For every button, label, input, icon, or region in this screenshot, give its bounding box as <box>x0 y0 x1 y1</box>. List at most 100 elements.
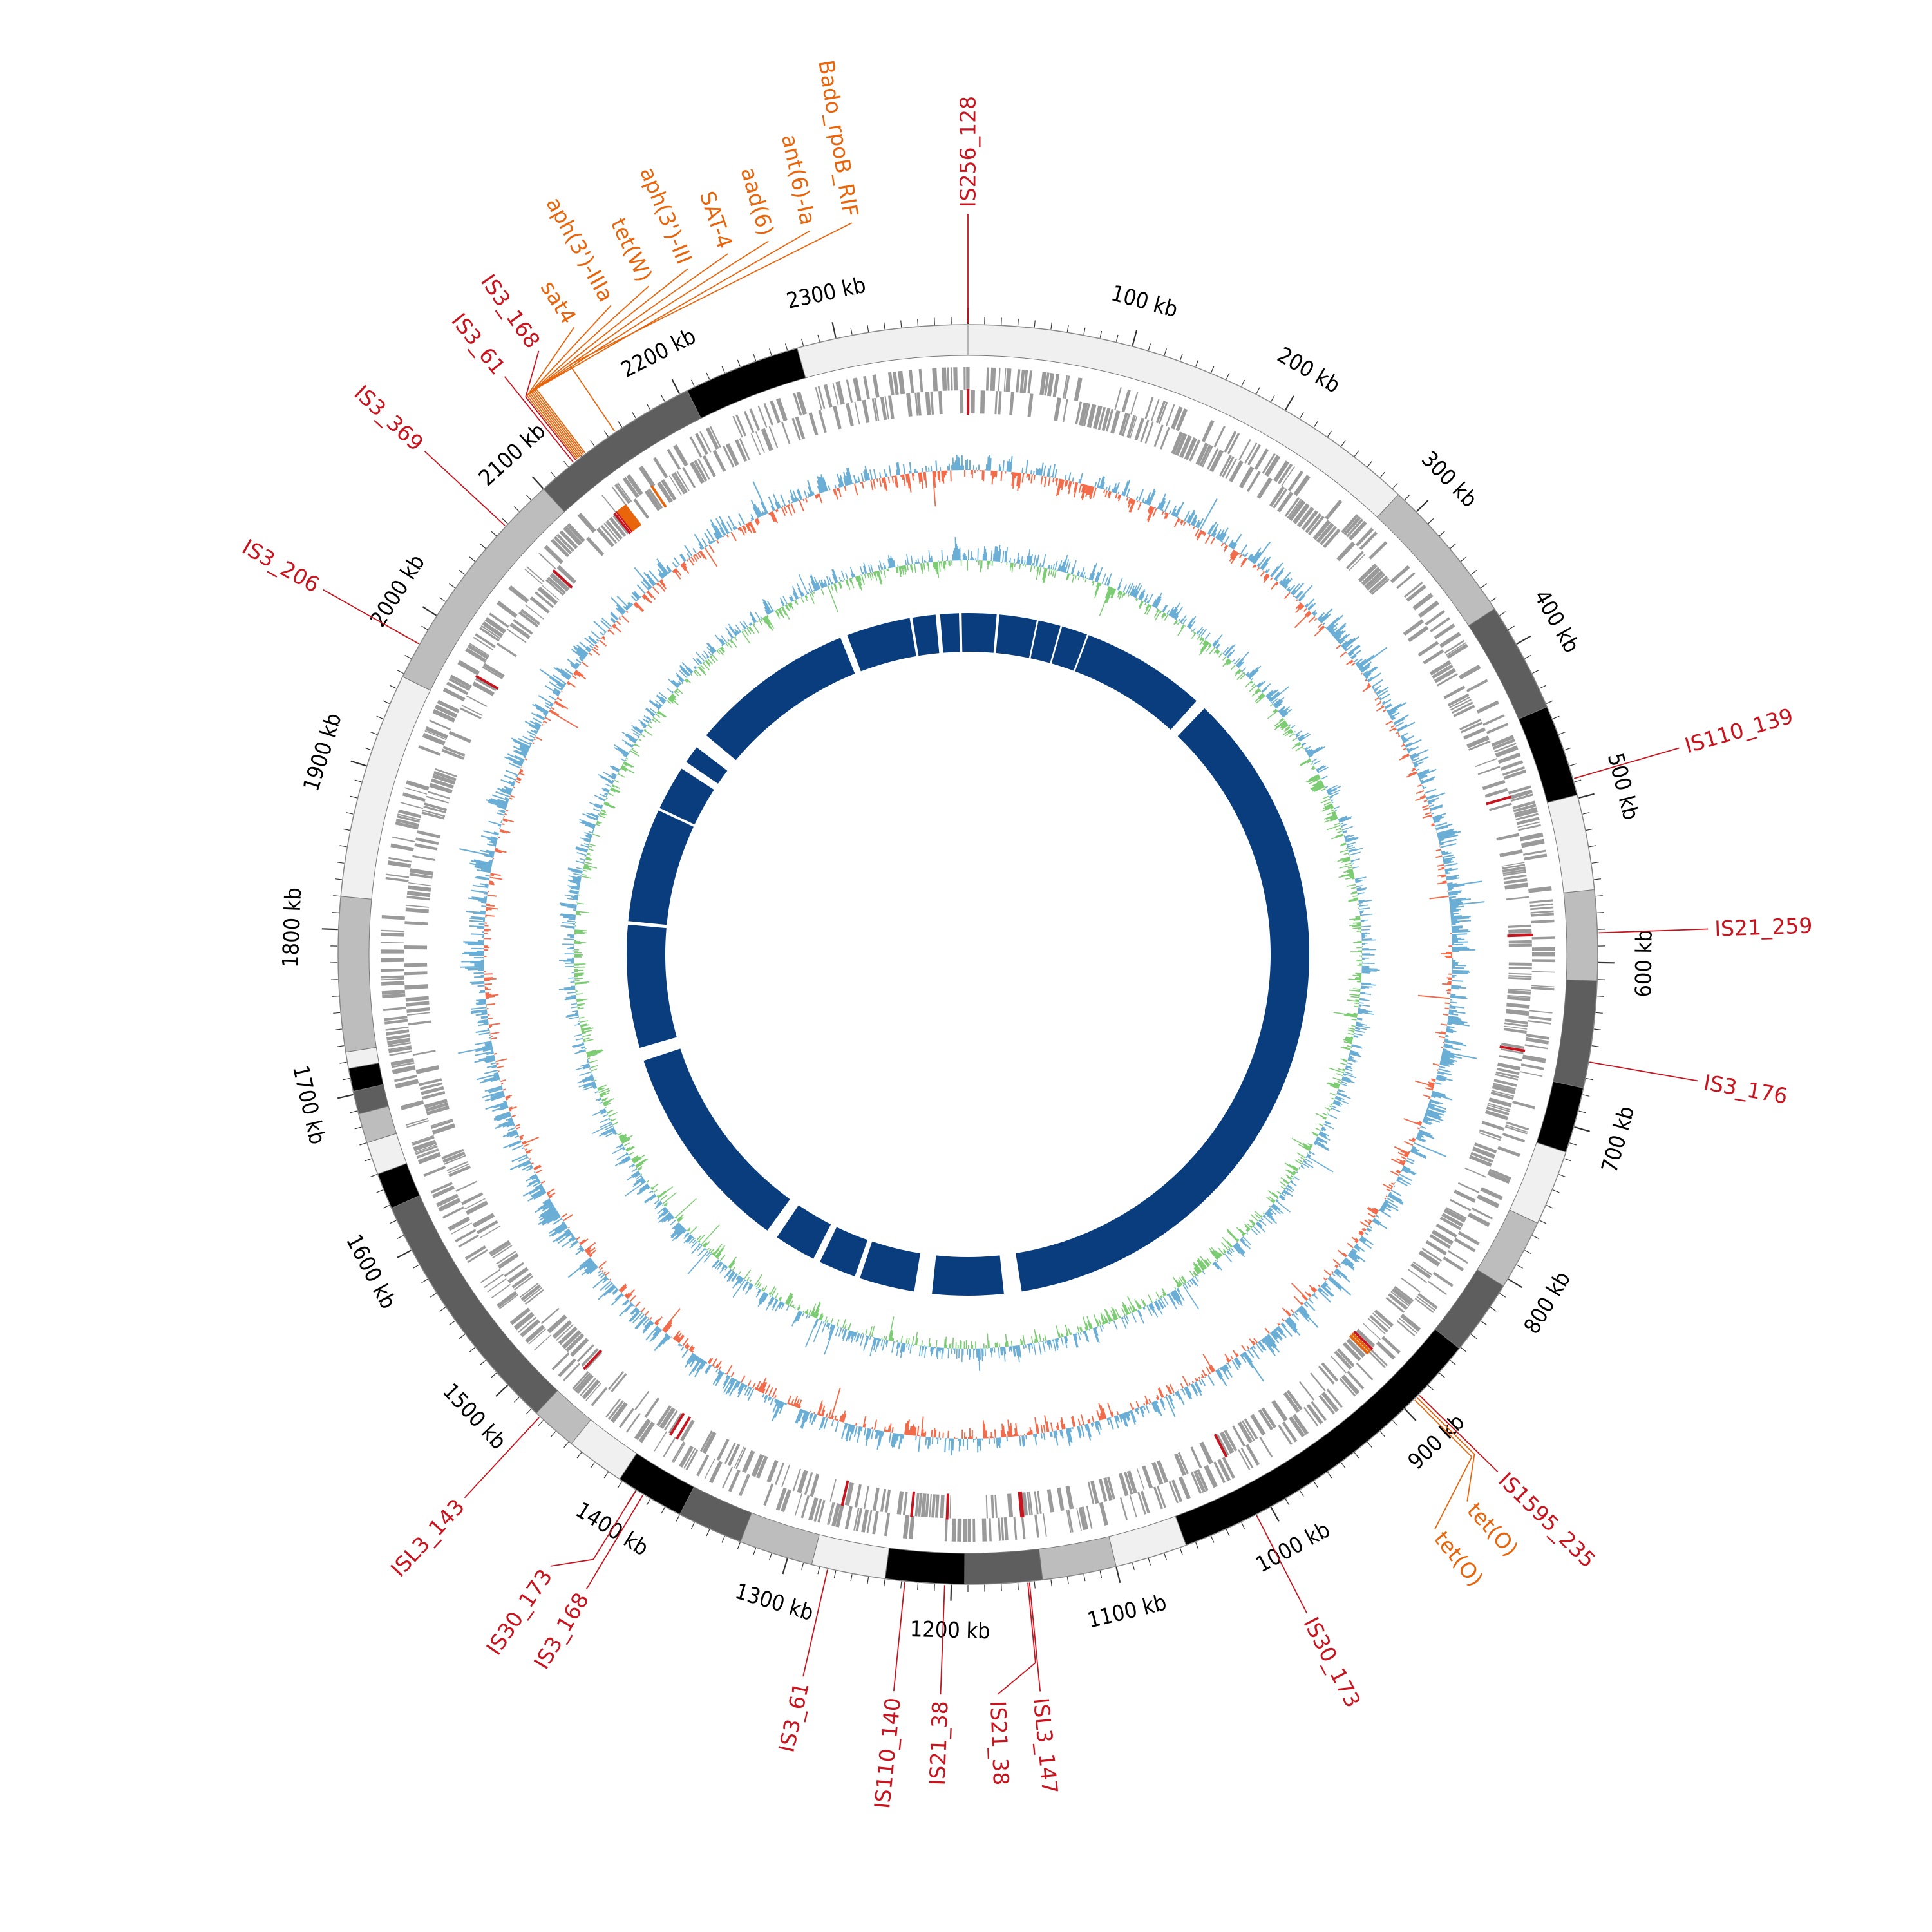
tick-label: 400 kb <box>1529 585 1585 657</box>
annotation-leader-line <box>893 1582 905 1692</box>
cds-feature <box>395 1079 419 1089</box>
cds-feature <box>1482 714 1505 726</box>
minor-tick <box>390 1220 397 1224</box>
cds-feature <box>1429 660 1452 676</box>
cds-feature <box>1528 1016 1552 1021</box>
minor-tick <box>661 1507 665 1514</box>
cds-feature <box>1156 1485 1166 1508</box>
minor-tick <box>1558 732 1566 735</box>
minor-tick <box>1461 556 1467 562</box>
cds-feature <box>1491 1090 1515 1097</box>
contig-segment <box>1553 979 1598 1089</box>
cds-feature <box>1453 705 1475 717</box>
minor-tick <box>753 354 757 361</box>
cds-feature <box>1209 450 1224 473</box>
cds-feature <box>1107 1476 1115 1500</box>
cds-feature <box>563 1363 580 1381</box>
cds-feature <box>424 1099 448 1109</box>
cds-feature <box>1016 369 1021 393</box>
minor-tick <box>867 1577 869 1584</box>
resistance-gene-label: sat4 <box>536 276 582 328</box>
minor-tick <box>1034 320 1036 328</box>
cds-feature <box>1101 408 1111 431</box>
major-tick <box>531 476 544 489</box>
minor-tick <box>337 1045 345 1047</box>
cds-feature <box>1414 1298 1434 1313</box>
cds-feature <box>537 586 558 605</box>
cds-feature <box>400 802 424 810</box>
cds-feature <box>863 375 870 400</box>
cds-feature <box>1130 392 1139 415</box>
cds-feature <box>866 1510 873 1533</box>
cds-feature <box>1052 374 1060 397</box>
cds-feature <box>668 475 683 496</box>
feature-marker <box>1018 1492 1023 1518</box>
cds-feature <box>1495 745 1519 758</box>
cds-feature <box>1514 807 1537 815</box>
cds-feature <box>906 393 913 417</box>
minor-tick <box>737 359 741 367</box>
minor-tick <box>1083 327 1086 335</box>
cds-feature <box>699 431 712 453</box>
cds-feature <box>406 895 430 901</box>
minor-tick <box>337 862 345 864</box>
cds-feature <box>472 681 495 696</box>
blast-hit-segment <box>1051 626 1087 671</box>
cds-feature <box>831 1503 841 1527</box>
resistance-gene-label: tet(W) <box>606 214 658 285</box>
minor-tick <box>1428 1385 1434 1391</box>
minor-tick <box>397 1235 404 1239</box>
major-tick <box>1285 395 1294 410</box>
cds-feature <box>1505 1124 1528 1133</box>
blast-hit-segment <box>820 1227 868 1276</box>
minor-tick <box>383 1204 390 1209</box>
cds-feature <box>1217 1459 1231 1482</box>
minor-tick <box>1050 322 1052 330</box>
cds-feature <box>617 482 632 502</box>
cds-feature <box>734 1446 744 1468</box>
cds-feature <box>489 1240 511 1255</box>
cds-feature <box>553 536 573 554</box>
feature-marker <box>1213 1434 1228 1458</box>
cds-feature <box>644 1397 660 1418</box>
cds-feature <box>1171 431 1184 455</box>
cds-feature <box>1364 570 1384 589</box>
cds-feature <box>1488 1168 1511 1180</box>
cds-feature <box>818 410 827 433</box>
minor-tick <box>469 1347 475 1352</box>
cds-feature <box>1336 541 1356 562</box>
cds-feature <box>1516 817 1540 826</box>
cds-feature <box>427 791 450 799</box>
cds-feature <box>1493 1083 1516 1090</box>
cds-feature <box>570 1338 589 1358</box>
cds-feature <box>884 1489 891 1513</box>
cds-feature <box>472 1213 495 1228</box>
cds-feature <box>1219 455 1232 477</box>
cds-feature <box>1509 789 1533 800</box>
cds-feature <box>1497 752 1521 764</box>
cds-feature <box>944 1518 948 1542</box>
cds-feature <box>417 1149 439 1159</box>
minor-tick <box>706 372 710 380</box>
cds-feature <box>424 730 447 741</box>
minor-tick <box>884 1579 886 1587</box>
cds-feature <box>1359 531 1378 551</box>
minor-tick <box>365 1158 372 1162</box>
cds-feature <box>608 1400 624 1420</box>
cds-feature <box>1447 1250 1468 1264</box>
cds-feature <box>1504 1126 1528 1135</box>
cds-feature <box>854 401 860 425</box>
cds-feature <box>862 399 870 423</box>
cds-feature <box>817 386 826 410</box>
cds-feature <box>388 1046 412 1054</box>
cds-feature <box>514 1275 534 1291</box>
cds-feature <box>538 553 556 570</box>
cds-feature <box>1310 1372 1326 1392</box>
minor-tick <box>333 1012 341 1014</box>
feature-marker <box>613 512 632 535</box>
minor-tick <box>590 1462 595 1469</box>
cds-feature <box>1128 415 1137 439</box>
cds-feature <box>781 1464 790 1488</box>
cds-feature <box>1261 1407 1277 1428</box>
cds-feature <box>1388 1293 1408 1311</box>
